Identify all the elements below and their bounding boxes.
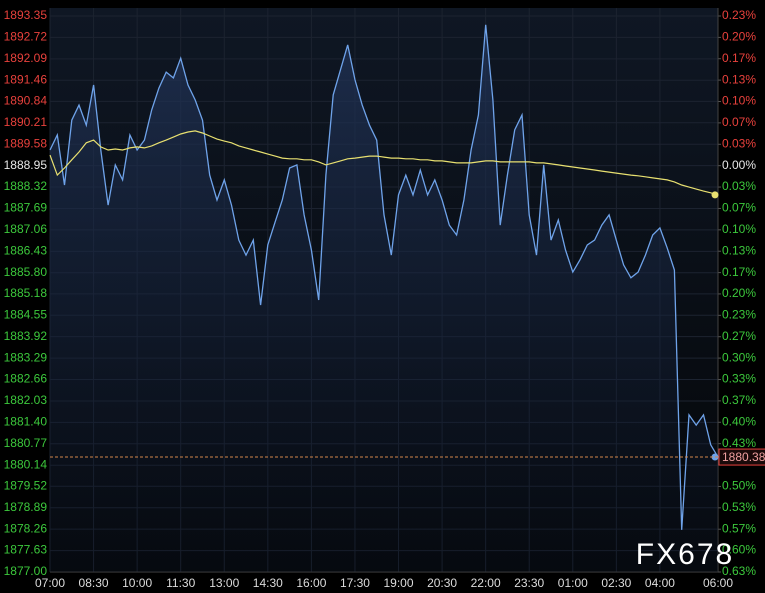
y2-tick-label: 0.43%	[722, 436, 756, 450]
y-tick-label: 1878.89	[4, 500, 48, 514]
x-tick-label: 02:30	[601, 576, 631, 590]
y-tick-label: 1884.55	[4, 307, 48, 321]
y-tick-label: 1882.66	[4, 372, 48, 386]
y-tick-label: 1881.40	[4, 415, 48, 429]
y2-tick-label: 0.63%	[722, 564, 756, 578]
y2-tick-label: 0.13%	[722, 72, 756, 86]
y-tick-label: 1887.69	[4, 201, 48, 215]
y2-tick-label: 0.00%	[722, 158, 756, 172]
y2-tick-label: 0.37%	[722, 393, 756, 407]
y-tick-label: 1880.14	[4, 457, 48, 471]
x-tick-label: 16:00	[296, 576, 326, 590]
x-tick-label: 14:30	[253, 576, 283, 590]
x-tick-label: 06:00	[703, 576, 733, 590]
y-tick-label: 1888.32	[4, 179, 48, 193]
y2-tick-label: 0.50%	[722, 479, 756, 493]
last-price-label: 1880.38	[722, 450, 765, 464]
y2-tick-label: 0.23%	[722, 8, 756, 22]
x-tick-label: 04:00	[645, 576, 675, 590]
end-dot	[711, 191, 719, 199]
y-tick-label: 1878.26	[4, 521, 48, 535]
y2-tick-label: 0.33%	[722, 372, 756, 386]
y2-tick-label: 0.23%	[722, 307, 756, 321]
y-tick-label: 1883.29	[4, 350, 48, 364]
y-tick-label: 1880.77	[4, 436, 48, 450]
y2-tick-label: 0.60%	[722, 543, 756, 557]
y-tick-label: 1890.21	[4, 115, 48, 129]
y2-tick-label: 0.07%	[722, 115, 756, 129]
x-tick-label: 01:00	[558, 576, 588, 590]
last-price-box	[718, 448, 765, 466]
y-tick-label: 1886.43	[4, 243, 48, 257]
y-tick-label: 1885.18	[4, 286, 48, 300]
y2-tick-label: 0.03%	[722, 136, 756, 150]
y2-tick-label: 0.57%	[722, 521, 756, 535]
y2-tick-label: 0.17%	[722, 51, 756, 65]
x-tick-label: 23:30	[514, 576, 544, 590]
y-tick-label: 1883.92	[4, 329, 48, 343]
y-tick-label: 1888.95	[4, 158, 48, 172]
x-tick-label: 20:30	[427, 576, 457, 590]
y2-tick-label: 0.17%	[722, 265, 756, 279]
y-tick-label: 1893.35	[4, 8, 48, 22]
y2-tick-label: 0.20%	[722, 30, 756, 44]
x-tick-label: 07:00	[35, 576, 65, 590]
y2-tick-label: 0.07%	[722, 201, 756, 215]
x-tick-label: 19:00	[384, 576, 414, 590]
x-tick-label: 13:00	[209, 576, 239, 590]
x-tick-label: 22:00	[471, 576, 501, 590]
y-tick-label: 1877.00	[4, 564, 48, 578]
line	[49, 24, 719, 530]
y-tick-label: 1891.46	[4, 72, 48, 86]
x-tick-label: 08:30	[79, 576, 109, 590]
y-tick-label: 1889.58	[4, 136, 48, 150]
y2-tick-label: 0.27%	[722, 329, 756, 343]
y-tick-label: 1877.63	[4, 543, 48, 557]
y2-tick-label: 0.10%	[722, 94, 756, 108]
y2-tick-label: 0.40%	[722, 414, 756, 428]
y2-tick-label: 0.10%	[722, 222, 756, 236]
x-tick-label: 17:30	[340, 576, 370, 590]
y-tick-label: 1882.03	[4, 393, 48, 407]
line	[49, 130, 719, 196]
watermark: FX678	[636, 538, 734, 571]
y-tick-label: 1885.80	[4, 265, 48, 279]
x-tick-label: 11:30	[166, 576, 195, 590]
y-tick-label: 1892.72	[4, 30, 48, 44]
y-tick-label: 1892.09	[4, 51, 48, 65]
area	[50, 24, 718, 573]
y-tick-label: 1879.52	[4, 478, 48, 492]
y2-tick-label: 0.13%	[722, 243, 756, 257]
y2-tick-label: 0.20%	[722, 286, 756, 300]
y2-tick-label: 0.03%	[722, 179, 756, 193]
y2-tick-label: 0.30%	[722, 350, 756, 364]
y-tick-label: 1887.06	[4, 222, 48, 236]
y-tick-label: 1890.84	[4, 94, 48, 108]
x-tick-label: 10:00	[122, 576, 152, 590]
y2-tick-label: 0.53%	[722, 500, 756, 514]
